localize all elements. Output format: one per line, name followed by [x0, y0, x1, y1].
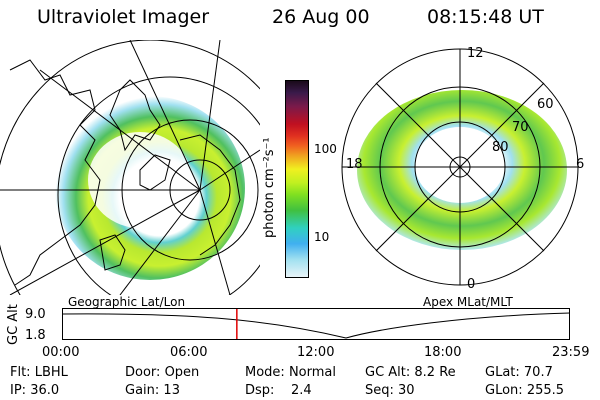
altitude-xtick-0600: 06:00 — [170, 345, 208, 360]
apex-map — [341, 48, 579, 286]
altitude-xtick-2359: 23:59 — [552, 345, 590, 360]
mlt-label-6: 6 — [576, 157, 585, 172]
status-glat: GLat: 70.7 — [485, 365, 553, 380]
colorbar-unit: photon cm⁻²s⁻¹ — [262, 137, 277, 238]
colorbar — [285, 80, 309, 278]
altitude-plot — [62, 308, 570, 340]
instrument-title: Ultraviolet Imager — [37, 6, 210, 28]
colorbar-tick-10: 10 — [314, 230, 330, 244]
mlat-label-60: 60 — [537, 97, 554, 112]
status-filter: Flt: LBHL — [10, 365, 68, 380]
mlt-label-18: 18 — [346, 157, 363, 172]
status-door: Door: Open — [125, 365, 200, 380]
image-time: 08:15:48 UT — [427, 6, 544, 28]
status-ip: IP: 36.0 — [10, 383, 60, 398]
altitude-xtick-0000: 00:00 — [42, 345, 80, 360]
mlt-label-0: 0 — [467, 277, 476, 292]
altitude-xtick-1800: 18:00 — [424, 345, 462, 360]
image-date: 26 Aug 00 — [272, 6, 370, 28]
status-gc-alt: GC Alt: 8.2 Re — [365, 365, 456, 380]
status-glon: GLon: 255.5 — [485, 383, 565, 398]
altitude-ytick-high: 9.0 — [25, 307, 46, 322]
geographic-label: Geographic Lat/Lon — [68, 295, 186, 309]
mlt-label-12: 12 — [467, 46, 484, 61]
altitude-xtick-1200: 12:00 — [297, 345, 335, 360]
status-mode: Mode: Normal — [245, 365, 336, 380]
mlat-label-70: 70 — [512, 120, 529, 135]
altitude-ylabel: GC Alt — [6, 304, 21, 345]
status-gain: Gain: 13 — [125, 383, 180, 398]
colorbar-tick-100: 100 — [314, 142, 337, 156]
status-dsp: Dsp: 2.4 — [245, 383, 312, 398]
status-seq: Seq: 30 — [365, 383, 415, 398]
geographic-map — [0, 40, 260, 295]
altitude-ytick-low: 1.8 — [25, 328, 46, 343]
mlat-label-80: 80 — [492, 140, 509, 155]
apex-label: Apex MLat/MLT — [423, 295, 513, 309]
